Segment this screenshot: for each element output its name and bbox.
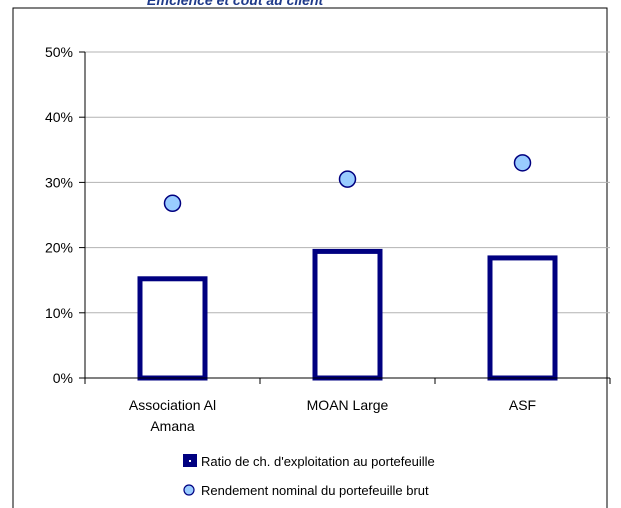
legend: Ratio de ch. d'exploitation au portefeui… (183, 454, 435, 498)
y-tick-label: 0% (53, 370, 73, 386)
chart-title: Efficience et coût au client (147, 0, 325, 8)
data-point (163, 194, 182, 213)
x-tick-label: ASF (509, 397, 536, 413)
y-tick-label: 20% (45, 240, 73, 256)
bar (487, 255, 558, 381)
y-tick-label: 30% (45, 174, 73, 190)
chart-border (12, 7, 608, 508)
legend-bar-swatch-dot (189, 460, 191, 462)
bar-series (137, 248, 558, 381)
x-tick-label-line: Association Al (129, 397, 216, 413)
axes (84, 52, 610, 379)
x-tick-label-line: Amana (150, 418, 195, 434)
legend-label-marker: Rendement nominal du portefeuille brut (201, 483, 429, 498)
data-point (338, 170, 357, 188)
y-axis-ticks: 0% 10% 20% 30% 40% 50% (45, 44, 85, 386)
x-tick-label: Association Al Amana (129, 397, 216, 434)
y-tick-label: 10% (45, 305, 73, 321)
y-tick-label: 40% (45, 109, 73, 125)
legend-marker-swatch (183, 484, 195, 496)
y-tick-label: 50% (45, 44, 73, 60)
data-point (513, 154, 532, 172)
x-axis-ticks: Association Al Amana MOAN Large ASF (84, 378, 611, 434)
x-tick-label-line: MOAN Large (307, 397, 389, 413)
bar (312, 248, 383, 381)
x-tick-label-line: ASF (509, 397, 536, 413)
bar (137, 276, 208, 381)
x-tick-label: MOAN Large (307, 397, 389, 413)
legend-label-bar: Ratio de ch. d'exploitation au portefeui… (201, 454, 435, 469)
marker-series (163, 154, 532, 213)
